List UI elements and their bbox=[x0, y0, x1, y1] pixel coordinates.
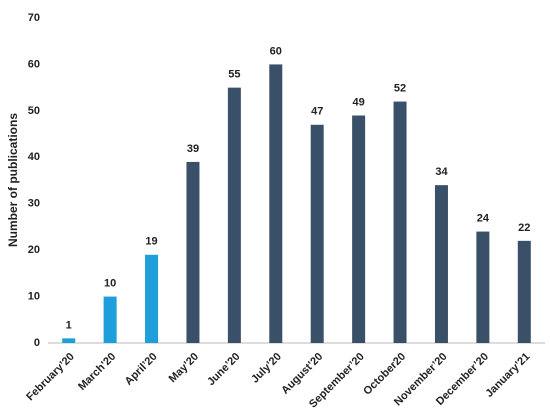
bar bbox=[310, 124, 324, 344]
data-label: 39 bbox=[187, 143, 199, 155]
y-tick-label: 60 bbox=[28, 58, 40, 70]
data-label: 52 bbox=[394, 82, 406, 94]
x-tick-label: February’20 bbox=[24, 351, 77, 404]
bar bbox=[352, 115, 366, 343]
y-tick-label: 40 bbox=[28, 151, 40, 163]
bar bbox=[62, 338, 76, 343]
y-axis-label: Number of publications bbox=[6, 113, 20, 247]
x-tick-label: January’21 bbox=[483, 351, 532, 400]
bar bbox=[227, 87, 241, 344]
data-label: 49 bbox=[353, 96, 365, 108]
y-tick-label: 10 bbox=[28, 290, 40, 302]
y-tick-label: 0 bbox=[34, 337, 40, 349]
bar bbox=[103, 296, 117, 343]
y-tick-label: 70 bbox=[28, 12, 40, 24]
data-label: 22 bbox=[518, 222, 530, 234]
bar bbox=[145, 254, 159, 343]
data-label: 47 bbox=[311, 106, 323, 118]
x-tick-label: April’20 bbox=[123, 351, 160, 388]
data-label: 19 bbox=[145, 236, 157, 248]
y-tick-label: 20 bbox=[28, 244, 40, 256]
data-label: 24 bbox=[477, 212, 490, 224]
data-label: 34 bbox=[435, 166, 448, 178]
bar bbox=[269, 64, 283, 343]
bar bbox=[476, 231, 490, 343]
data-label: 1 bbox=[66, 319, 72, 331]
x-tick-label: June’20 bbox=[205, 351, 242, 388]
bar bbox=[186, 161, 200, 343]
x-tick-label: May’20 bbox=[167, 351, 201, 385]
bar bbox=[517, 240, 531, 343]
x-tick-label: July’20 bbox=[249, 351, 284, 386]
data-label: 10 bbox=[104, 277, 116, 289]
y-tick-label: 30 bbox=[28, 198, 40, 210]
y-tick-label: 50 bbox=[28, 105, 40, 117]
x-tick-label: March’20 bbox=[76, 351, 118, 393]
data-label: 55 bbox=[228, 69, 240, 81]
bar bbox=[393, 101, 407, 343]
data-label: 60 bbox=[270, 45, 282, 57]
bar bbox=[434, 185, 448, 343]
